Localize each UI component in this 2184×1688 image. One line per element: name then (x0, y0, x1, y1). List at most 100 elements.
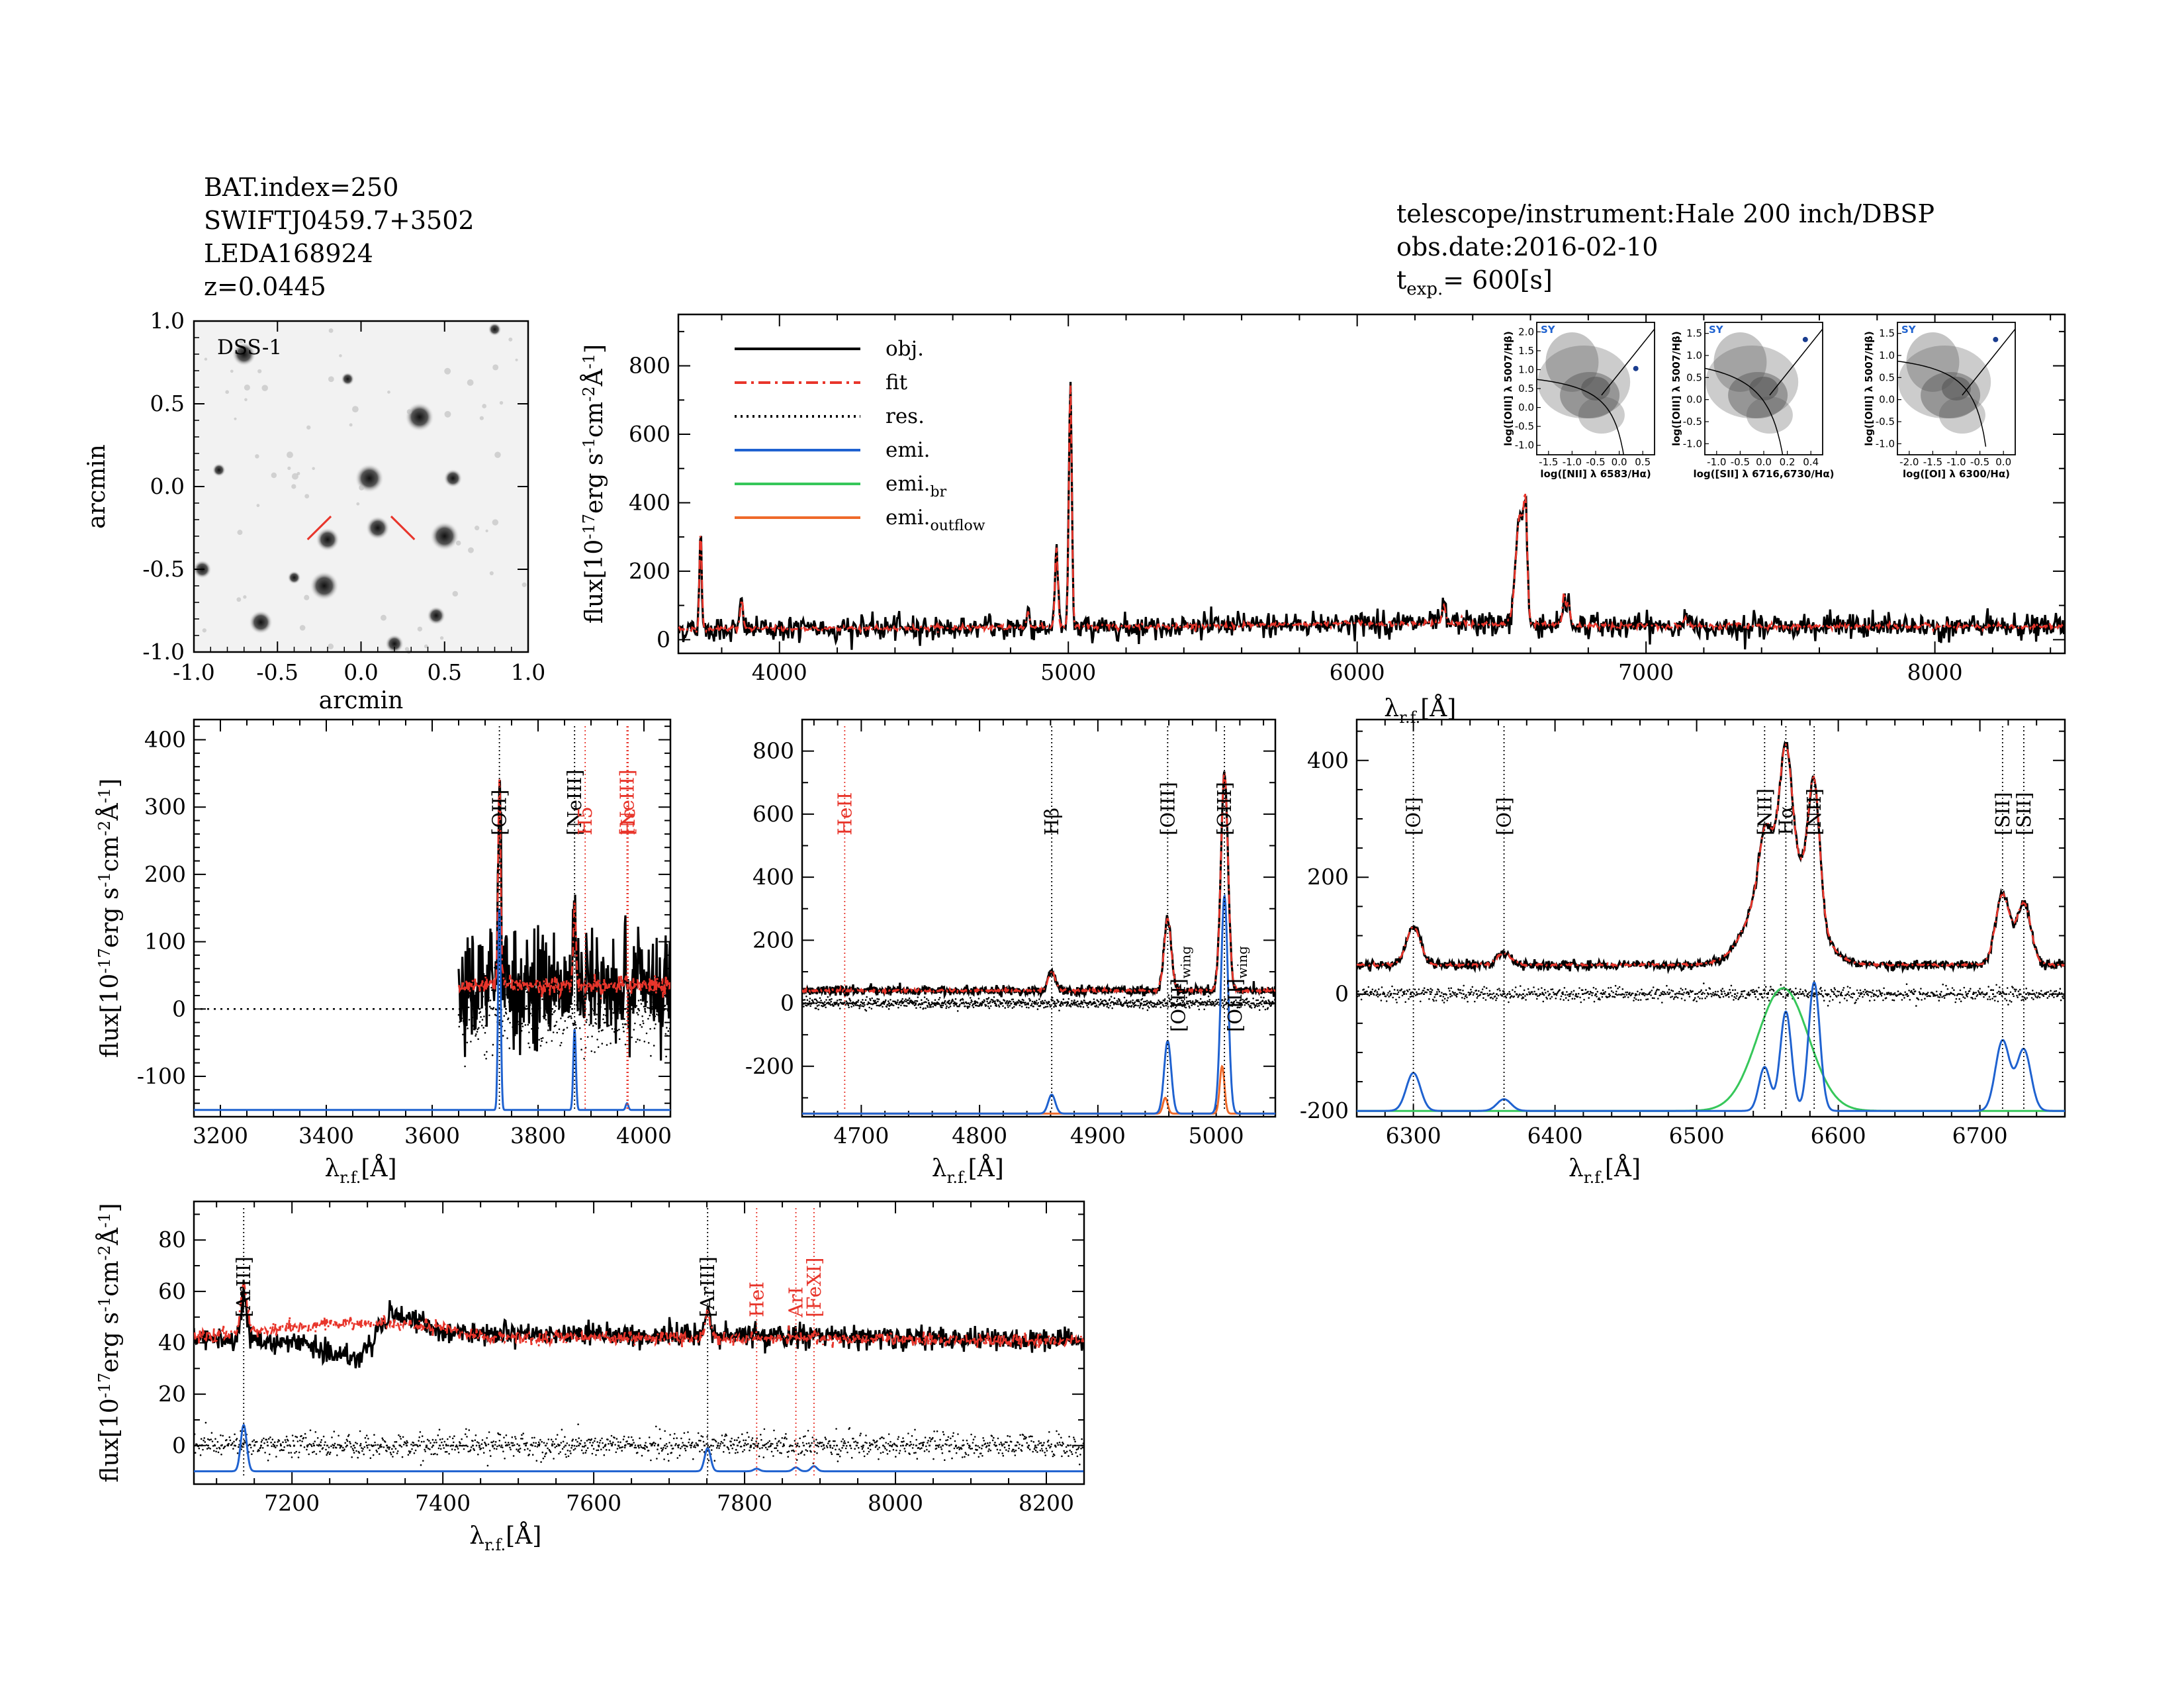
residual-point (1071, 1004, 1074, 1006)
residual-point (369, 1457, 372, 1459)
residual-point (799, 1437, 801, 1440)
faint-star (439, 636, 444, 640)
residual-point (1030, 1435, 1032, 1437)
residual-point (545, 1019, 547, 1021)
residual-point (1077, 1000, 1079, 1002)
residual-point (1167, 1006, 1169, 1008)
residual-point (1136, 1000, 1139, 1002)
residual-point (921, 999, 923, 1001)
residual-point (1027, 1447, 1030, 1449)
residual-point (1923, 992, 1925, 995)
density-blob (1906, 332, 1960, 392)
residual-point (261, 1439, 263, 1441)
residual-point (1117, 1003, 1119, 1006)
residual-point (1427, 989, 1430, 991)
residual-point (1036, 1446, 1038, 1449)
residual-point (1812, 995, 1814, 997)
residual-point (376, 1451, 379, 1453)
residual-point (882, 1006, 884, 1008)
residual-point (1038, 1442, 1041, 1444)
residual-point (885, 999, 887, 1002)
residual-point (383, 1446, 385, 1448)
residual-point (754, 1443, 756, 1445)
residual-point (271, 1438, 274, 1440)
residual-point (803, 1006, 805, 1008)
residual-point (441, 1441, 443, 1444)
residual-point (420, 1440, 423, 1443)
residual-point (456, 1446, 459, 1448)
residual-point (760, 1434, 762, 1436)
residual-point (451, 1448, 453, 1450)
residual-point (473, 1448, 475, 1450)
residual-point (915, 1007, 917, 1009)
residual-point (898, 1452, 901, 1454)
residual-point (197, 1445, 200, 1448)
residual-point (1163, 1000, 1165, 1002)
residual-point (1271, 1000, 1274, 1003)
residual-point (1071, 1453, 1073, 1455)
residual-point (850, 1456, 853, 1459)
residual-point (1779, 992, 1781, 994)
residual-point (1904, 991, 1906, 994)
residual-point (621, 1446, 624, 1448)
residual-point (978, 1446, 981, 1448)
residual-point (860, 1432, 862, 1434)
residual-point (519, 1447, 522, 1450)
residual-point (535, 1460, 538, 1462)
residual-point (820, 1445, 823, 1448)
residual-point (251, 1440, 253, 1442)
residual-point (986, 1000, 988, 1003)
residual-point (1010, 1440, 1013, 1443)
residual-point (563, 1029, 565, 1031)
line-label: [NeIII] (563, 769, 586, 835)
residual-point (1464, 995, 1467, 998)
residual-point (964, 1452, 966, 1454)
residual-point (1944, 994, 1946, 996)
residual-point (1921, 993, 1924, 996)
residual-point (847, 1441, 849, 1443)
residual-point (518, 1451, 521, 1453)
residual-point (611, 1028, 614, 1030)
residual-point (857, 999, 860, 1002)
residual-point (488, 1014, 490, 1017)
residual-point (566, 1027, 569, 1029)
residual-point (1538, 994, 1541, 997)
flux-label-part: erg s (97, 1312, 124, 1372)
residual-point (835, 1448, 837, 1451)
residual-point (839, 1002, 842, 1004)
residual-point (1445, 994, 1447, 996)
residual-point (982, 1002, 985, 1004)
residual-point (578, 1437, 580, 1439)
residual-point (762, 1456, 765, 1458)
residual-point (236, 1452, 239, 1454)
residual-point (927, 1006, 929, 1008)
residual-point (1188, 1005, 1190, 1008)
residual-point (414, 1449, 417, 1452)
residual-point (1866, 990, 1868, 992)
residual-point (413, 1452, 416, 1454)
residual-point (337, 1444, 339, 1446)
residual-point (1255, 999, 1257, 1002)
residual-point (792, 1445, 794, 1447)
residual-point (638, 1446, 640, 1449)
residual-point (251, 1453, 253, 1456)
residual-point (858, 1007, 860, 1009)
residual-point (566, 1442, 569, 1444)
residual-point (877, 1000, 879, 1003)
residual-point (554, 1009, 556, 1012)
residual-point (978, 1456, 980, 1458)
residual-point (1643, 992, 1645, 994)
residual-point (883, 1003, 886, 1005)
x-tick-label: 4000 (752, 659, 807, 685)
residual-point (1858, 995, 1860, 997)
density-blob (1581, 377, 1610, 400)
residual-point (443, 1440, 446, 1443)
residual-point (605, 1448, 608, 1451)
residual-point (1926, 995, 1929, 998)
residual-point (727, 1446, 729, 1449)
residual-point (351, 1448, 354, 1450)
residual-point (386, 1450, 388, 1452)
residual-point (1855, 999, 1858, 1002)
residual-point (555, 1445, 558, 1447)
residual-point (484, 1441, 486, 1444)
